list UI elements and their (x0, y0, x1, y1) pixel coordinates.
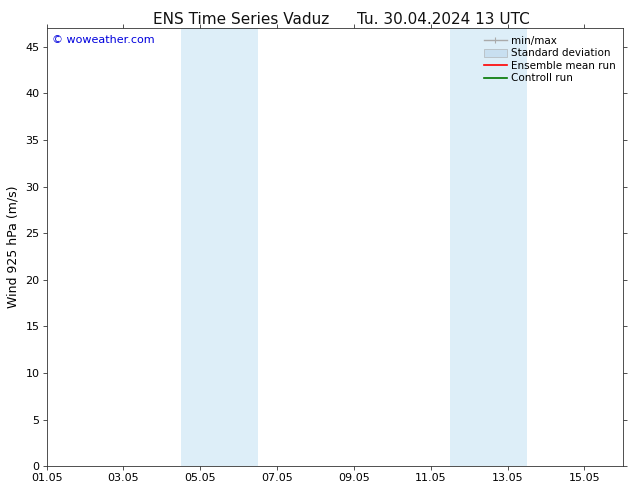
Bar (450, 28, 527, 466)
Text: © woweather.com: © woweather.com (53, 35, 155, 45)
Text: Tu. 30.04.2024 13 UTC: Tu. 30.04.2024 13 UTC (358, 12, 530, 27)
Y-axis label: Wind 925 hPa (m/s): Wind 925 hPa (m/s) (7, 186, 20, 308)
Legend: min/max, Standard deviation, Ensemble mean run, Controll run: min/max, Standard deviation, Ensemble me… (482, 33, 618, 85)
Bar (181, 28, 258, 466)
Text: ENS Time Series Vaduz: ENS Time Series Vaduz (153, 12, 329, 27)
